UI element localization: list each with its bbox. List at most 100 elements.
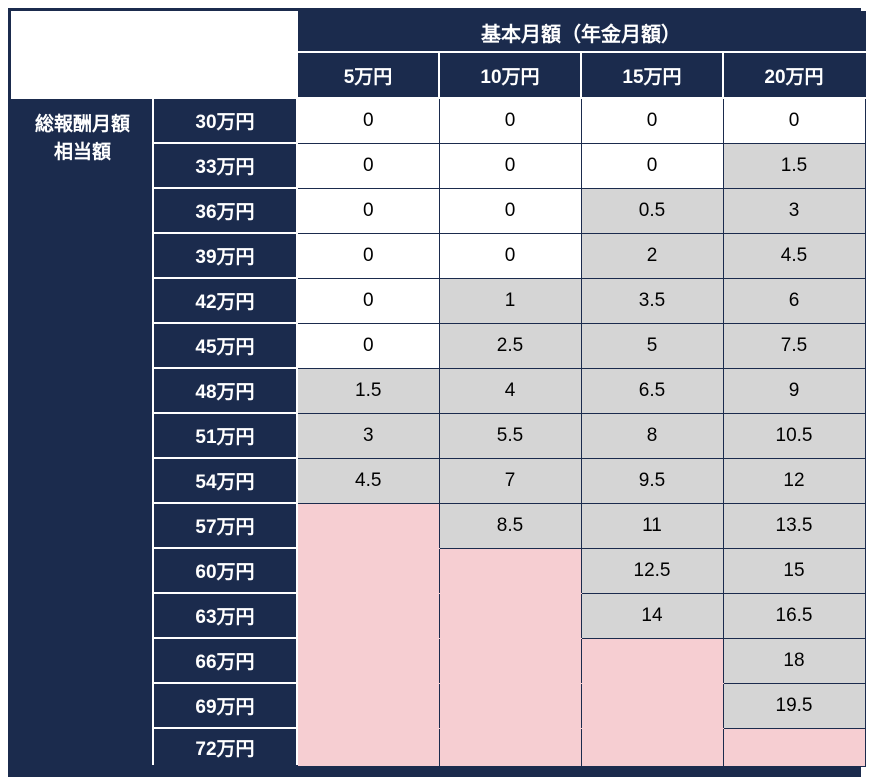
row-label: 51万円 — [152, 412, 298, 459]
data-cell: 8 — [580, 412, 724, 459]
data-cell: 0 — [438, 142, 582, 189]
data-cell: 1.5 — [722, 142, 866, 189]
data-cell — [296, 682, 440, 729]
table-row: 63万円 14 16.5 — [12, 592, 866, 639]
data-cell: 3 — [296, 412, 440, 459]
data-cell: 0 — [438, 232, 582, 279]
data-cell: 14 — [580, 592, 724, 639]
data-cell: 15 — [722, 547, 866, 594]
row-label: 45万円 — [152, 322, 298, 369]
data-cell: 8.5 — [438, 502, 582, 549]
column-header: 15万円 — [580, 51, 724, 99]
header-row-columns: 5万円 10万円 15万円 20万円 — [12, 51, 866, 99]
table-row: 42万円 0 1 3.5 6 — [12, 277, 866, 324]
data-cell: 2 — [580, 232, 724, 279]
table-row: 66万円 18 — [12, 637, 866, 684]
table-row: 33万円 0 0 0 1.5 — [12, 142, 866, 189]
data-cell: 9.5 — [580, 457, 724, 504]
row-label: 39万円 — [152, 232, 298, 279]
data-cell: 10.5 — [722, 412, 866, 459]
data-cell: 19.5 — [722, 682, 866, 729]
data-cell: 13.5 — [722, 502, 866, 549]
data-cell — [296, 592, 440, 639]
row-label: 69万円 — [152, 682, 298, 729]
data-cell: 0 — [296, 322, 440, 369]
data-cell: 6.5 — [580, 367, 724, 414]
row-label: 54万円 — [152, 457, 298, 504]
table-row: 57万円 8.5 11 13.5 — [12, 502, 866, 549]
data-cell — [438, 547, 582, 594]
row-label: 72万円 — [152, 727, 298, 767]
data-cell: 0.5 — [580, 187, 724, 234]
data-cell: 1 — [438, 277, 582, 324]
pension-table-wrapper: 基本月額（年金月額） 5万円 10万円 15万円 20万円 総報酬月額 相当額 30… — [8, 8, 866, 777]
data-cell: 0 — [438, 97, 582, 144]
data-cell: 0 — [580, 142, 724, 189]
data-cell — [296, 637, 440, 684]
corner-cell — [11, 11, 298, 99]
pension-table: 基本月額（年金月額） 5万円 10万円 15万円 20万円 総報酬月額 相当額 30… — [11, 11, 866, 767]
row-label: 36万円 — [152, 187, 298, 234]
row-label: 42万円 — [152, 277, 298, 324]
row-group-header: 総報酬月額 相当額 — [11, 97, 154, 767]
column-header: 5万円 — [296, 51, 440, 99]
data-cell: 2.5 — [438, 322, 582, 369]
data-cell: 4.5 — [722, 232, 866, 279]
data-cell: 7 — [438, 457, 582, 504]
table-row: 51万円 3 5.5 8 10.5 — [12, 412, 866, 459]
data-cell: 16.5 — [722, 592, 866, 639]
column-header: 20万円 — [722, 51, 866, 99]
data-cell: 3.5 — [580, 277, 724, 324]
data-cell — [296, 502, 440, 549]
data-cell: 6 — [722, 277, 866, 324]
data-cell — [580, 727, 724, 767]
data-cell: 0 — [296, 277, 440, 324]
row-label: 30万円 — [152, 97, 298, 144]
data-cell — [438, 727, 582, 767]
data-cell: 1.5 — [296, 367, 440, 414]
data-cell — [296, 547, 440, 594]
row-label: 33万円 — [152, 142, 298, 189]
data-cell — [722, 727, 866, 767]
table-row: 72万円 — [12, 727, 866, 767]
data-cell — [296, 727, 440, 767]
data-cell — [580, 637, 724, 684]
data-cell: 3 — [722, 187, 866, 234]
table-row: 総報酬月額 相当額 30万円 0 0 0 0 — [11, 97, 866, 767]
data-cell: 0 — [296, 97, 440, 144]
data-cell: 18 — [722, 637, 866, 684]
row-label: 57万円 — [152, 502, 298, 549]
table-row: 69万円 19.5 — [12, 682, 866, 729]
data-cell — [438, 682, 582, 729]
table-row: 39万円 0 0 2 4.5 — [12, 232, 866, 279]
row-group-header-line: 相当額 — [53, 141, 111, 163]
row-group-header-line: 総報酬月額 — [34, 114, 130, 135]
row-label: 48万円 — [152, 367, 298, 414]
table-row: 60万円 12.5 15 — [12, 547, 866, 594]
row-label: 66万円 — [152, 637, 298, 684]
header-row-group: 基本月額（年金月額） — [11, 11, 866, 99]
table-body: 総報酬月額 相当額 30万円 0 0 0 0 33万円 0 0 0 1.5 36万円 0 0 0.5 3 39万円… — [11, 97, 866, 767]
data-cell: 0 — [296, 187, 440, 234]
data-cell: 9 — [722, 367, 866, 414]
data-cell: 12.5 — [580, 547, 724, 594]
row-label: 60万円 — [152, 547, 298, 594]
data-cell: 4.5 — [296, 457, 440, 504]
data-cell: 4 — [438, 367, 582, 414]
data-cell: 0 — [296, 142, 440, 189]
data-cell — [438, 592, 582, 639]
data-cell: 12 — [722, 457, 866, 504]
data-cell: 5 — [580, 322, 724, 369]
data-cell — [580, 682, 724, 729]
data-cell: 0 — [438, 187, 582, 234]
data-cell: 11 — [580, 502, 724, 549]
column-group-header: 基本月額（年金月額） — [296, 11, 866, 53]
data-cell: 0 — [580, 97, 724, 144]
table-row: 36万円 0 0 0.5 3 — [12, 187, 866, 234]
data-cell: 0 — [722, 97, 866, 144]
column-header: 10万円 — [438, 51, 582, 99]
data-cell: 0 — [296, 232, 440, 279]
data-cell: 7.5 — [722, 322, 866, 369]
row-label: 63万円 — [152, 592, 298, 639]
data-cell — [438, 637, 582, 684]
